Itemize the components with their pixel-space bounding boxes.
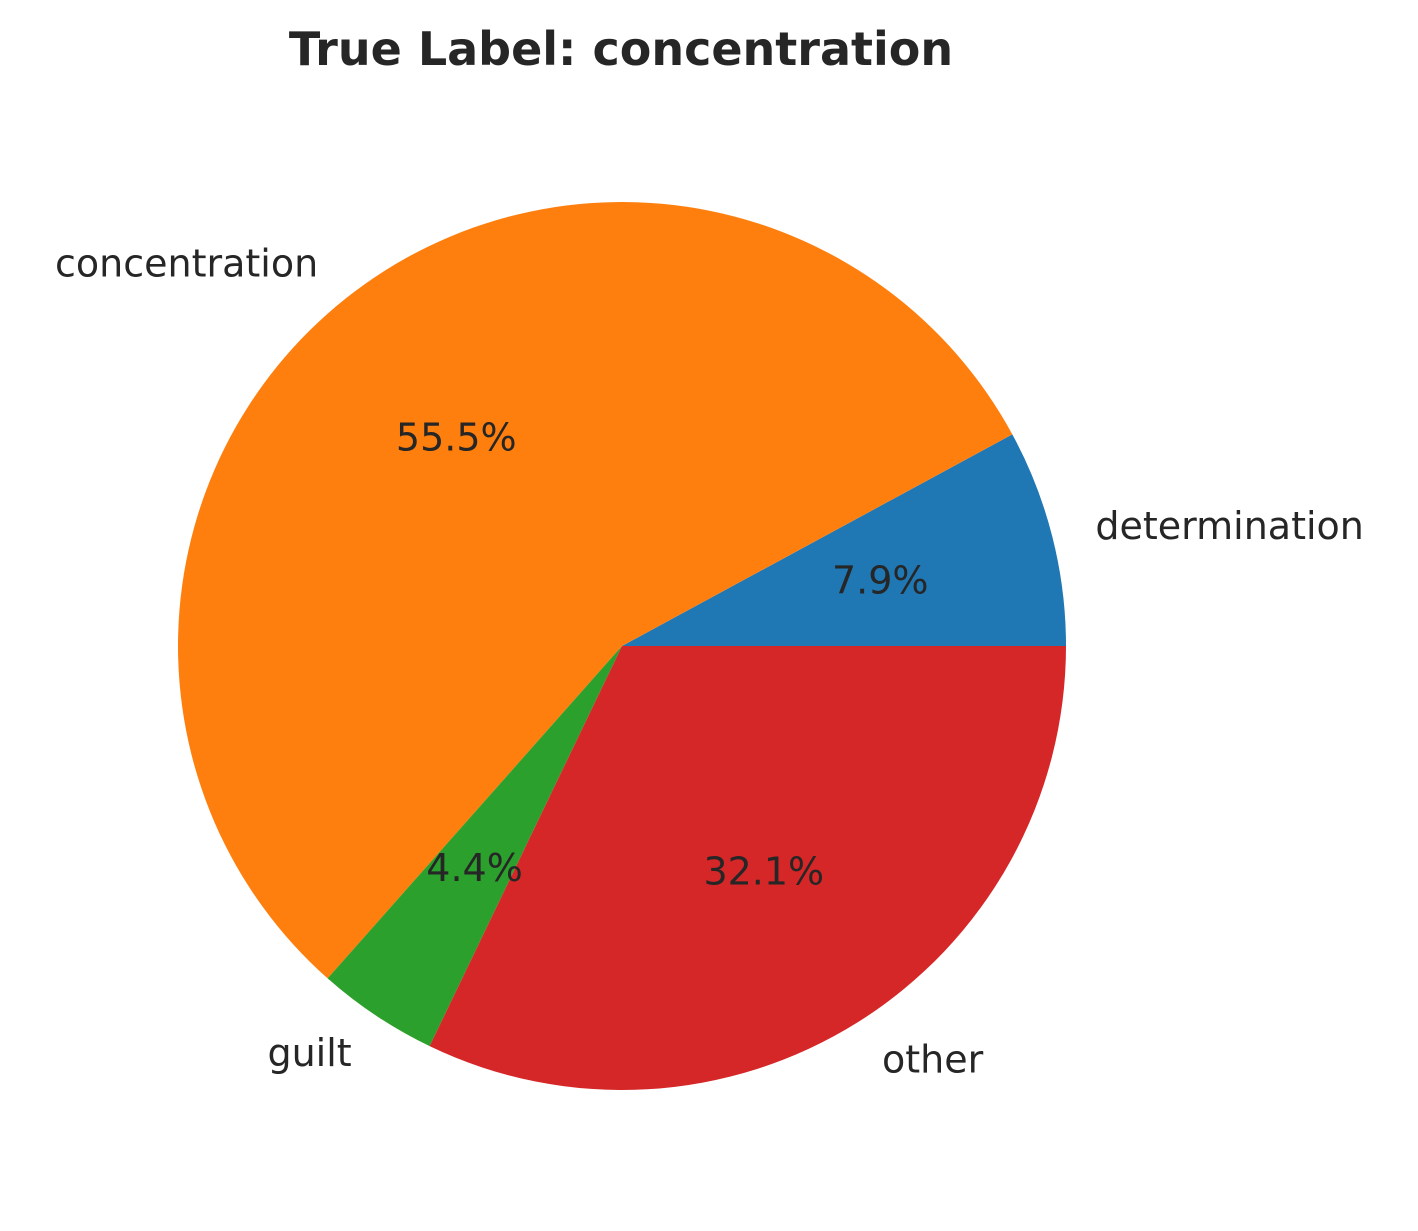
slice-label-determination: determination	[1095, 504, 1363, 548]
pie-slice-determination	[622, 434, 1066, 646]
slice-percent-concentration: 55.5%	[396, 415, 517, 459]
slice-label-concentration: concentration	[55, 242, 318, 286]
pie-slice-other	[429, 646, 1066, 1090]
pie-slice-guilt	[327, 646, 622, 1047]
slice-percent-other: 32.1%	[703, 850, 824, 894]
slice-label-guilt: guilt	[267, 1031, 351, 1075]
pie-slice-concentration	[178, 202, 1013, 979]
chart-title: True Label: concentration	[288, 22, 954, 76]
slice-percent-determination: 7.9%	[832, 558, 929, 602]
pie-slices	[178, 202, 1066, 1090]
slice-label-other: other	[882, 1037, 984, 1081]
slice-percent-guilt: 4.4%	[426, 846, 523, 890]
pie-labels: determination 7.9% concentration 55.5% guilt…	[55, 242, 1364, 1082]
